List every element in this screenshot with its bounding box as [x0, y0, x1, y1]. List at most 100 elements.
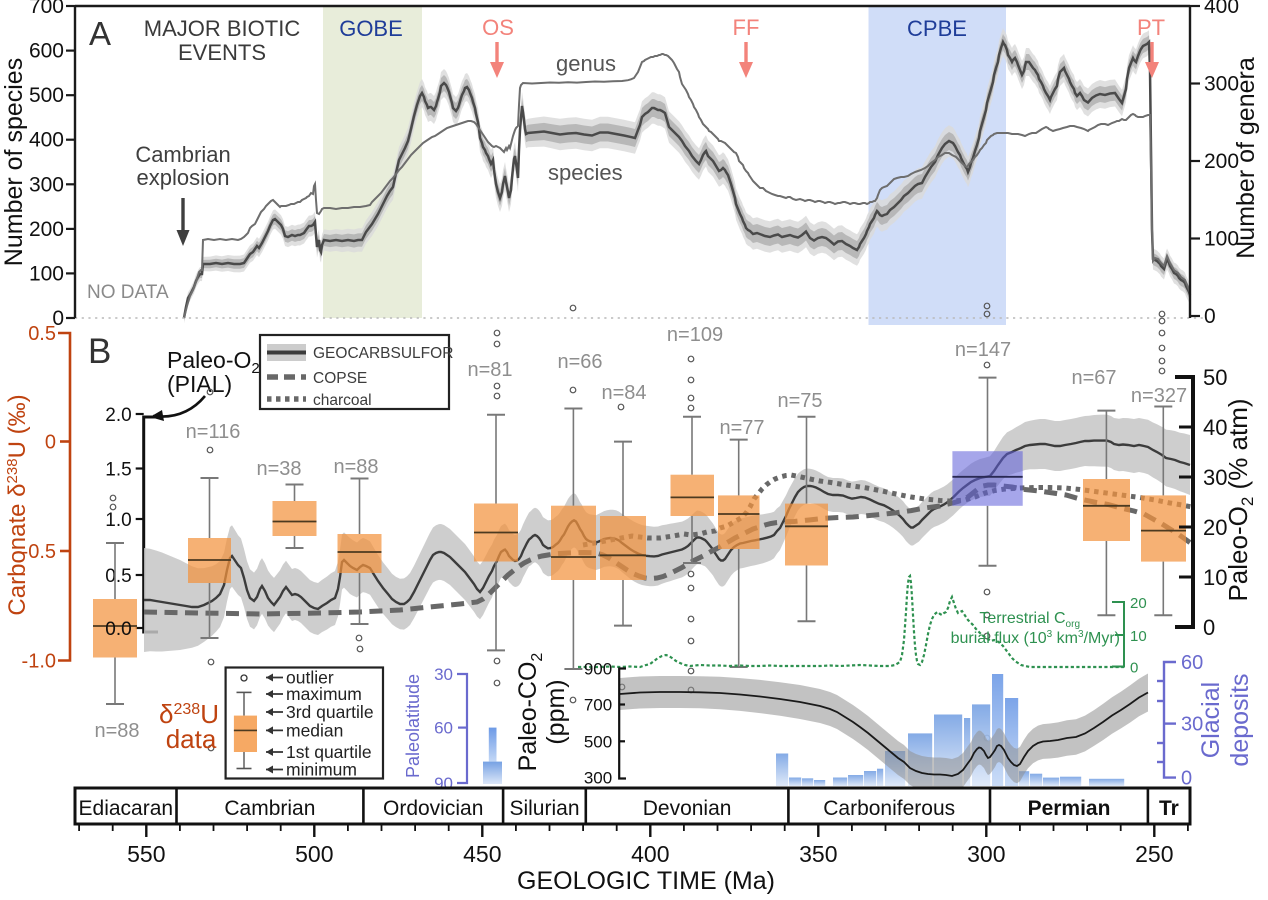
- svg-text:300: 300: [584, 769, 612, 788]
- svg-text:n=109: n=109: [667, 324, 723, 346]
- svg-text:GEOCARBSULFOR: GEOCARBSULFOR: [313, 345, 453, 362]
- svg-text:20: 20: [1130, 595, 1147, 612]
- svg-text:Silurian: Silurian: [509, 797, 579, 820]
- svg-text:n=77: n=77: [719, 417, 764, 439]
- svg-text:(PIAL): (PIAL): [167, 371, 232, 397]
- svg-text:Ordovician: Ordovician: [383, 797, 483, 820]
- svg-text:A: A: [89, 15, 111, 52]
- svg-text:-1.0: -1.0: [22, 651, 56, 673]
- svg-text:0: 0: [1181, 768, 1192, 790]
- svg-text:700: 700: [584, 696, 612, 715]
- svg-text:n=147: n=147: [955, 339, 1011, 361]
- svg-text:400: 400: [631, 841, 669, 867]
- svg-text:400: 400: [1204, 0, 1239, 18]
- svg-text:PT: PT: [1137, 15, 1165, 40]
- svg-text:n=327: n=327: [1131, 385, 1187, 407]
- svg-text:species: species: [548, 160, 623, 185]
- svg-text:10: 10: [1203, 565, 1227, 590]
- svg-text:2.0: 2.0: [105, 405, 131, 426]
- svg-text:GEOLOGIC TIME (Ma): GEOLOGIC TIME (Ma): [517, 867, 775, 895]
- svg-text:30: 30: [1203, 465, 1227, 490]
- svg-text:n=84: n=84: [601, 382, 646, 404]
- svg-text:n=75: n=75: [777, 390, 822, 412]
- svg-text:CPBE: CPBE: [907, 16, 967, 41]
- svg-text:COPSE: COPSE: [313, 370, 367, 387]
- svg-text:300: 300: [29, 173, 64, 196]
- svg-text:Devonian: Devonian: [643, 797, 732, 820]
- svg-text:genus: genus: [556, 51, 616, 76]
- svg-text:20: 20: [1203, 515, 1227, 540]
- svg-text:n=88: n=88: [333, 456, 378, 478]
- svg-text:OS: OS: [482, 15, 514, 40]
- svg-text:B: B: [88, 332, 111, 371]
- svg-text:0.5: 0.5: [28, 323, 56, 345]
- svg-text:n=67: n=67: [1071, 367, 1116, 389]
- svg-text:n=88: n=88: [94, 720, 139, 742]
- svg-text:deposits: deposits: [1226, 673, 1254, 766]
- svg-text:n=116: n=116: [186, 421, 241, 443]
- svg-text:explosion: explosion: [137, 165, 230, 190]
- svg-text:charcoal: charcoal: [313, 392, 372, 409]
- svg-text:40: 40: [1203, 415, 1227, 440]
- svg-text:200: 200: [1204, 150, 1239, 173]
- svg-text:60: 60: [1181, 652, 1203, 674]
- svg-text:Number of species: Number of species: [0, 58, 28, 266]
- svg-text:δ238U: δ238U: [159, 699, 219, 729]
- svg-text:3rd quartile: 3rd quartile: [286, 702, 374, 722]
- svg-text:Cambrian: Cambrian: [135, 142, 230, 167]
- svg-text:Paleo-CO2: Paleo-CO2: [514, 653, 546, 772]
- svg-text:Number of genera: Number of genera: [1232, 57, 1260, 259]
- svg-text:FF: FF: [733, 15, 760, 40]
- svg-text:-0.5: -0.5: [22, 541, 56, 563]
- svg-text:MAJOR BIOTIC: MAJOR BIOTIC: [144, 16, 301, 41]
- svg-text:Terrestrial Corg: Terrestrial Corg: [979, 610, 1080, 630]
- svg-text:Glacial: Glacial: [1197, 682, 1225, 758]
- svg-text:Carbonate δ238U (‰): Carbonate δ238U (‰): [4, 394, 31, 615]
- svg-text:500: 500: [584, 732, 612, 751]
- svg-text:250: 250: [1135, 841, 1173, 867]
- svg-text:0.0: 0.0: [105, 619, 131, 640]
- svg-text:1st quartile: 1st quartile: [286, 742, 372, 762]
- svg-text:300: 300: [1204, 73, 1239, 96]
- svg-text:900: 900: [584, 660, 612, 679]
- svg-text:1.5: 1.5: [105, 460, 131, 481]
- svg-text:n=81: n=81: [467, 359, 512, 381]
- svg-text:300: 300: [967, 841, 1005, 867]
- svg-text:0: 0: [1204, 305, 1216, 328]
- svg-text:0.5: 0.5: [105, 566, 131, 587]
- svg-text:Paleo-O2: Paleo-O2: [167, 347, 260, 377]
- svg-text:Tr: Tr: [1159, 797, 1179, 820]
- svg-text:Ediacaran: Ediacaran: [79, 797, 174, 820]
- svg-text:550: 550: [127, 841, 165, 867]
- svg-text:0: 0: [52, 307, 64, 330]
- svg-text:Paleolatitude: Paleolatitude: [403, 674, 423, 778]
- svg-text:100: 100: [1204, 228, 1239, 251]
- svg-text:10: 10: [1130, 628, 1147, 645]
- svg-text:Carboniferous: Carboniferous: [823, 797, 955, 820]
- svg-text:400: 400: [29, 129, 64, 152]
- svg-text:700: 700: [29, 0, 64, 18]
- svg-text:30: 30: [1181, 714, 1203, 736]
- svg-text:500: 500: [29, 84, 64, 107]
- svg-text:GOBE: GOBE: [339, 16, 403, 41]
- svg-text:60: 60: [434, 719, 453, 738]
- svg-text:EVENTS: EVENTS: [178, 40, 266, 65]
- svg-text:median: median: [286, 720, 343, 740]
- svg-text:0: 0: [1130, 660, 1138, 677]
- svg-text:0: 0: [45, 432, 56, 454]
- svg-text:500: 500: [295, 841, 333, 867]
- svg-text:0: 0: [1203, 615, 1215, 640]
- svg-text:350: 350: [799, 841, 837, 867]
- svg-text:(ppm): (ppm): [542, 679, 570, 744]
- svg-text:minimum: minimum: [286, 760, 357, 780]
- svg-text:30: 30: [434, 665, 453, 684]
- svg-text:n=66: n=66: [557, 351, 602, 373]
- svg-text:Cambrian: Cambrian: [224, 797, 315, 820]
- svg-text:450: 450: [463, 841, 501, 867]
- svg-text:maximum: maximum: [286, 684, 362, 704]
- svg-text:100: 100: [29, 262, 64, 285]
- svg-text:1.0: 1.0: [105, 510, 131, 531]
- svg-text:data: data: [166, 724, 217, 754]
- svg-text:n=38: n=38: [256, 458, 301, 480]
- svg-text:50: 50: [1203, 365, 1227, 390]
